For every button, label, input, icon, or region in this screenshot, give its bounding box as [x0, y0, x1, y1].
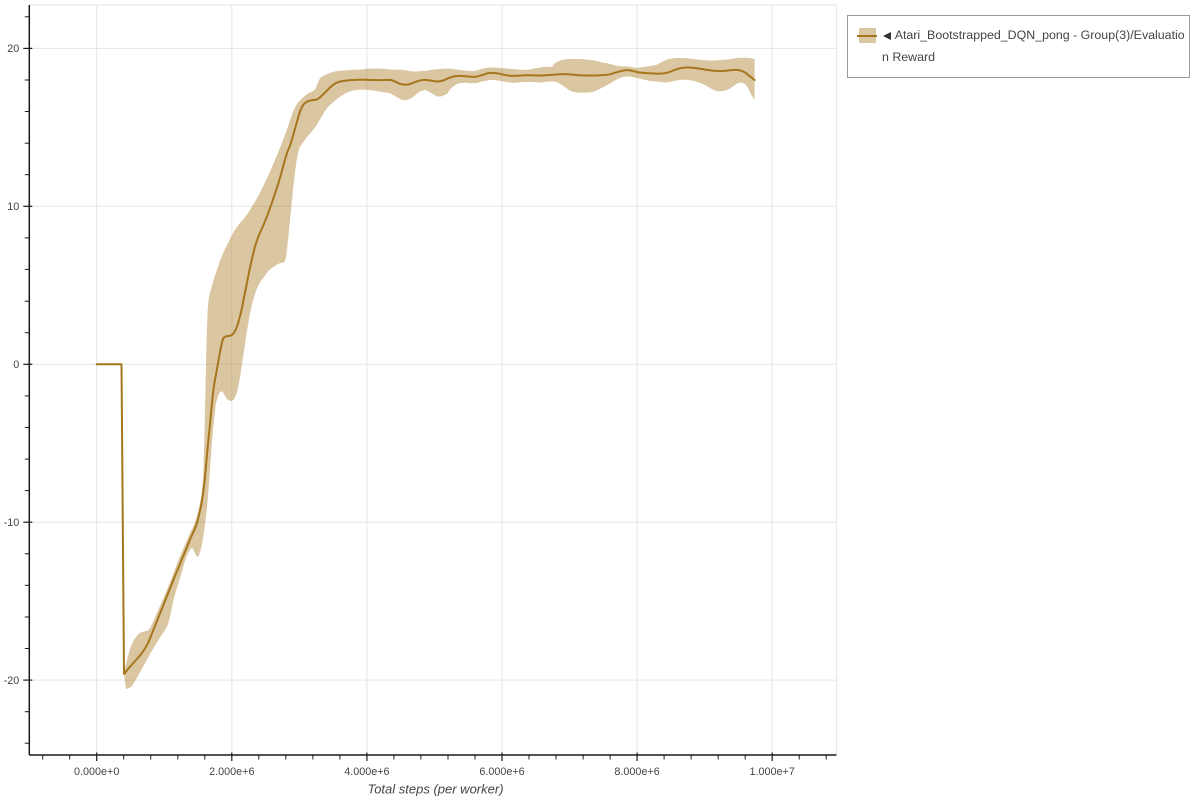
svg-text:20: 20 [7, 43, 19, 55]
svg-text:0: 0 [13, 359, 19, 371]
svg-text:-10: -10 [4, 517, 20, 529]
svg-text:2.000e+6: 2.000e+6 [209, 766, 254, 778]
svg-text:0.000e+0: 0.000e+0 [74, 766, 119, 778]
svg-text:-20: -20 [4, 675, 20, 687]
svg-text:8.000e+6: 8.000e+6 [614, 766, 659, 778]
svg-text:1.000e+7: 1.000e+7 [750, 766, 795, 778]
svg-text:4.000e+6: 4.000e+6 [344, 766, 389, 778]
svg-text:10: 10 [7, 201, 19, 213]
svg-text:6.000e+6: 6.000e+6 [479, 766, 524, 778]
svg-text:Total steps (per worker): Total steps (per worker) [367, 782, 503, 797]
